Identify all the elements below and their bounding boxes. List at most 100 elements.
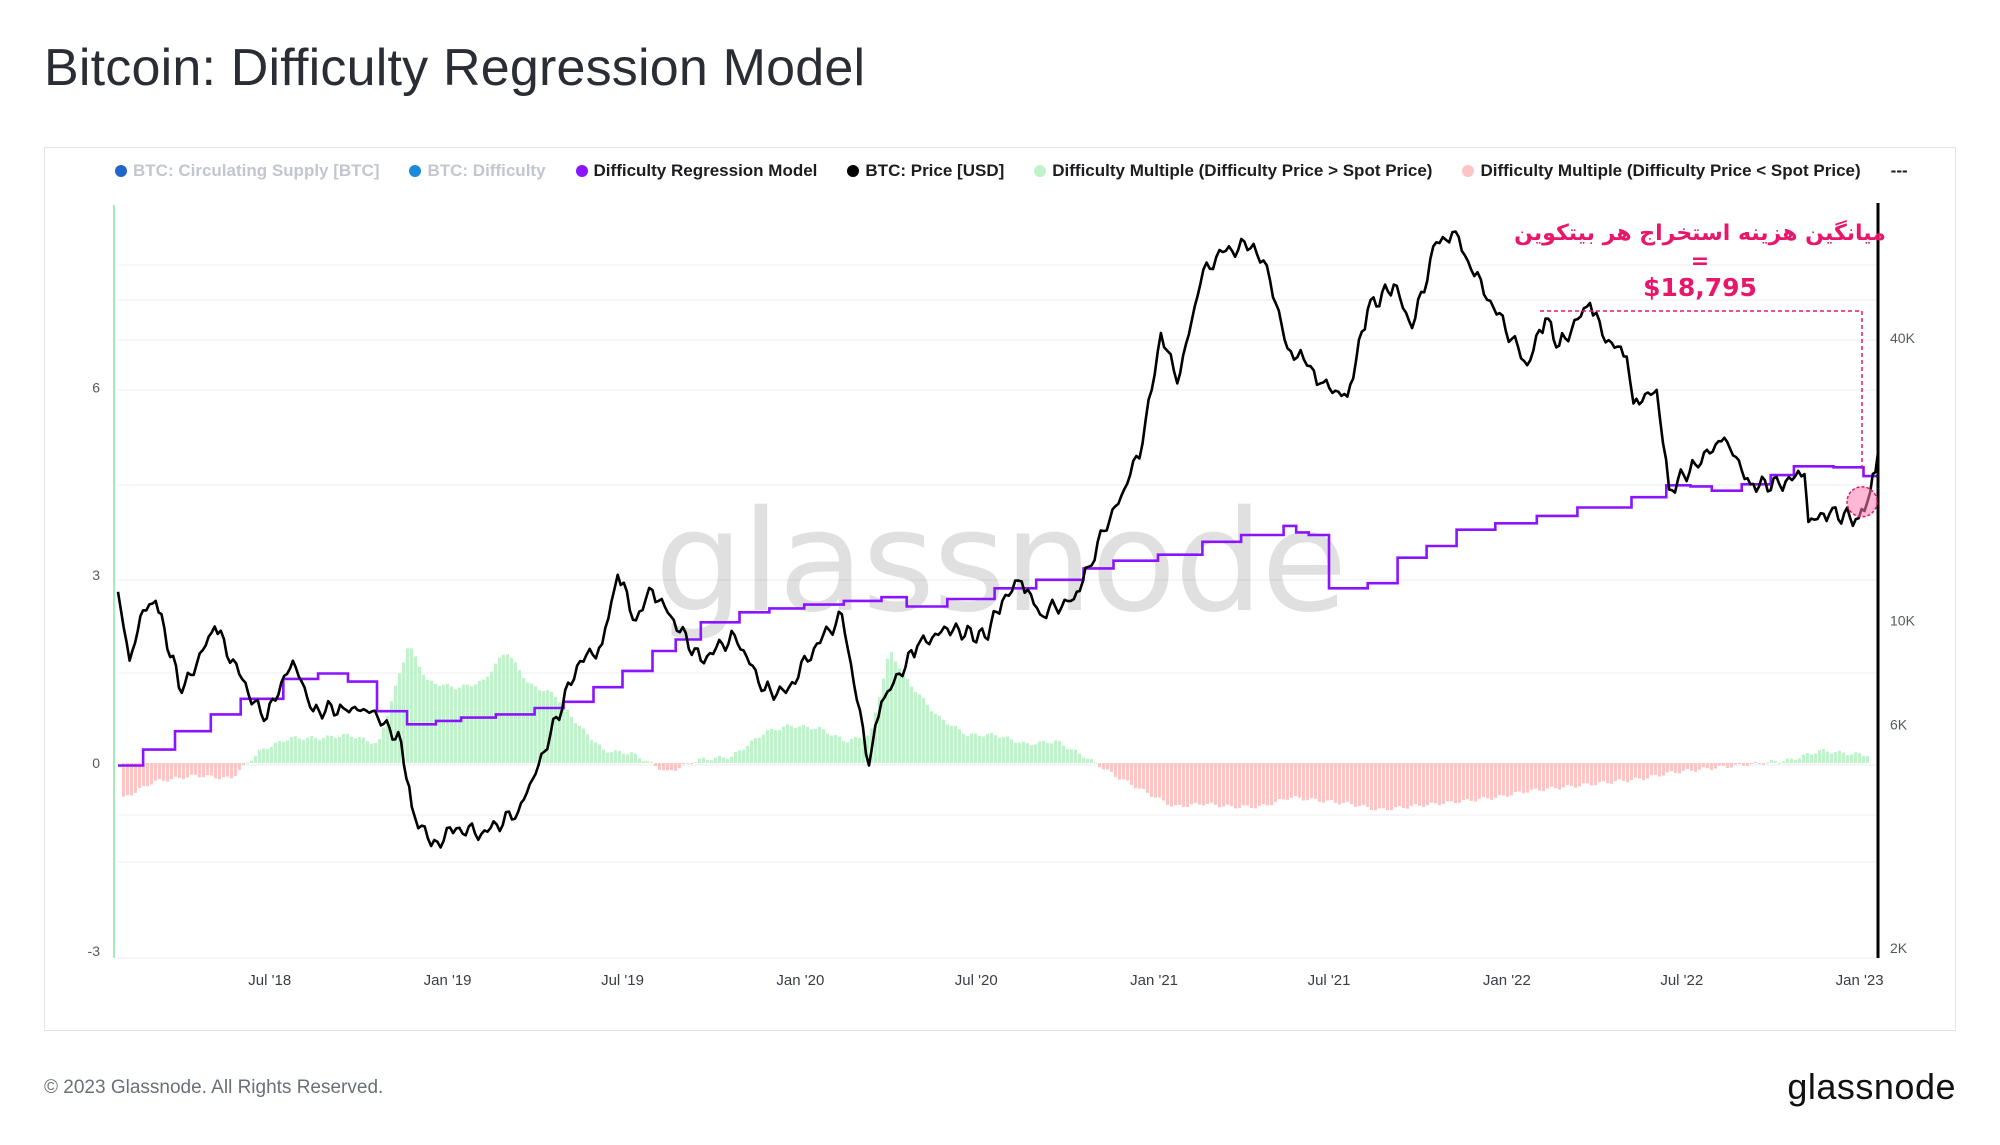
multiple-bar	[642, 761, 645, 763]
multiple-bar	[1142, 763, 1145, 790]
multiple-bar	[566, 709, 569, 763]
multiple-bar	[446, 683, 449, 763]
multiple-bar	[1338, 763, 1341, 805]
multiple-bar	[1334, 763, 1337, 803]
multiple-bar	[362, 737, 365, 763]
multiple-bar	[218, 763, 221, 780]
multiple-bar	[906, 678, 909, 763]
multiple-bar	[1630, 763, 1633, 781]
multiple-bar	[1590, 763, 1593, 786]
multiple-bar	[650, 761, 653, 763]
multiple-bar	[954, 725, 957, 763]
multiple-bar	[474, 684, 477, 763]
legend-dot	[1034, 165, 1047, 177]
multiple-bar	[1242, 763, 1245, 806]
right-tick-label: 2K	[1890, 940, 1908, 956]
multiple-bar	[1822, 748, 1825, 763]
cost-annotation: میانگین هزینه استخراج هر بیتکوین =$18,795	[1514, 219, 1886, 518]
multiple-bar	[194, 763, 197, 775]
multiple-bar	[1614, 763, 1617, 782]
multiple-bar	[614, 750, 617, 763]
multiple-bar	[1634, 763, 1637, 778]
legend-dot	[115, 165, 127, 177]
multiple-bar	[1570, 763, 1573, 786]
x-tick-label: Jan '19	[424, 972, 472, 989]
annotation-bracket	[1540, 310, 1863, 472]
multiple-bar	[998, 737, 1001, 763]
multiple-bar	[262, 748, 265, 763]
multiple-bar	[1602, 763, 1605, 782]
multiple-bar	[1374, 763, 1377, 811]
left-tick-label: -3	[88, 943, 101, 959]
annotation-value: $18,795	[1643, 273, 1757, 302]
multiple-bar	[1182, 763, 1185, 807]
multiple-bar	[146, 763, 149, 787]
multiple-bar	[1358, 763, 1361, 807]
legend-item-2[interactable]: Difficulty Regression Model	[575, 161, 817, 181]
multiple-bar	[282, 741, 285, 763]
multiple-bar	[1038, 741, 1041, 763]
multiple-bar	[426, 680, 429, 763]
multiple-bar	[1214, 763, 1217, 805]
multiple-bar	[310, 736, 313, 763]
multiple-bar	[1322, 763, 1325, 803]
multiple-bar	[990, 733, 993, 763]
axes: 6 3 0 -3 40K 10K 6K 2K Jul '18 Jan '19 Jul '19 Jan …	[88, 203, 1916, 989]
multiple-bar	[1062, 745, 1065, 763]
multiple-bar	[1238, 763, 1241, 808]
legend-item-6[interactable]: ---	[1891, 161, 1908, 181]
multiple-bar	[1246, 763, 1249, 806]
multiple-bar	[1706, 763, 1709, 769]
multiple-bar	[1014, 742, 1017, 763]
multiple-bar	[1226, 763, 1229, 805]
x-tick-label: Jan '21	[1130, 972, 1178, 989]
multiple-bar	[862, 738, 865, 763]
multiple-bar	[714, 757, 717, 763]
legend-item-1[interactable]: BTC: Difficulty	[409, 161, 546, 181]
legend-item-4[interactable]: Difficulty Multiple (Difficulty Price > …	[1034, 161, 1432, 181]
multiple-bar	[814, 728, 817, 763]
multiple-bar	[1658, 763, 1661, 777]
multiple-bar	[1522, 763, 1525, 794]
multiple-bar	[858, 737, 861, 763]
multiple-bar	[1550, 763, 1553, 787]
multiple-bar	[1418, 763, 1421, 806]
legend-item-5[interactable]: Difficulty Multiple (Difficulty Price < …	[1462, 161, 1861, 181]
multiple-bar	[1314, 763, 1317, 799]
multiple-bar	[154, 763, 157, 781]
multiple-bar	[1410, 763, 1413, 807]
multiple-bar	[1782, 761, 1785, 763]
multiple-bar	[946, 724, 949, 763]
multiple-bar	[1378, 763, 1381, 809]
legend-item-0[interactable]: BTC: Circulating Supply [BTC]	[115, 161, 379, 181]
multiple-bar	[602, 749, 605, 763]
multiple-bar	[1534, 763, 1537, 789]
multiple-bar	[1638, 763, 1641, 779]
multiple-bar	[1282, 763, 1285, 800]
multiple-bar	[1130, 763, 1133, 785]
multiple-bar	[570, 717, 573, 763]
multiple-bar	[1530, 763, 1533, 790]
multiple-bar	[150, 763, 153, 785]
multiple-bar	[1470, 763, 1473, 801]
multiple-bar	[1138, 763, 1141, 789]
multiple-bar	[986, 734, 989, 763]
multiple-bar	[1714, 763, 1717, 769]
multiple-bar	[1298, 763, 1301, 798]
multiple-bar	[1586, 763, 1589, 784]
multiple-bar	[1078, 753, 1081, 763]
multiple-bar	[410, 648, 413, 763]
multiple-bar	[1538, 763, 1541, 791]
multiple-bar	[1718, 763, 1721, 766]
multiple-bar	[514, 662, 517, 763]
multiple-bar	[842, 741, 845, 763]
multiple-bar	[1622, 763, 1625, 781]
legend-dot	[409, 165, 422, 177]
multiple-bar	[174, 763, 177, 777]
legend-item-3[interactable]: BTC: Price [USD]	[847, 161, 1004, 181]
multiple-bar	[1462, 763, 1465, 800]
multiple-bar	[1662, 763, 1665, 776]
multiple-bar	[678, 763, 681, 769]
legend-label: BTC: Price [USD]	[865, 161, 1005, 180]
multiple-bar	[766, 730, 769, 763]
